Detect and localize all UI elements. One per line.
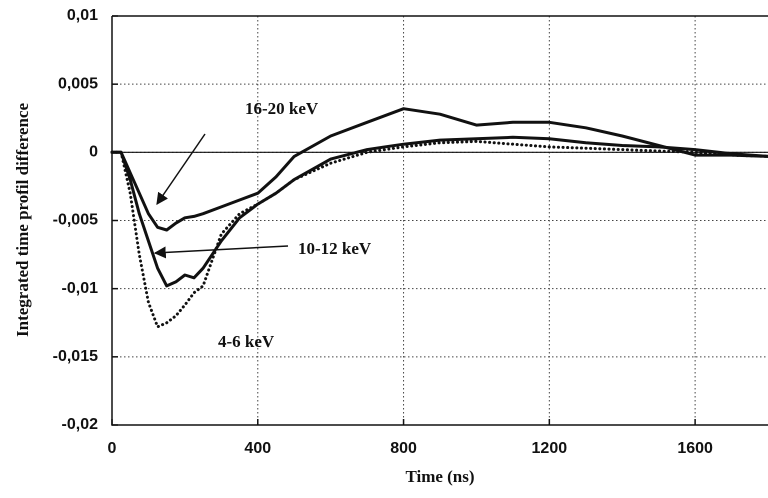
x-tick-label: 1600 bbox=[677, 440, 713, 457]
x-axis-label: Time (ns) bbox=[405, 467, 474, 486]
data-line bbox=[110, 107, 768, 232]
y-tick-label: -0,01 bbox=[62, 280, 99, 297]
x-tick-label: 400 bbox=[244, 440, 271, 457]
data-line bbox=[110, 139, 768, 329]
curve-arrow bbox=[153, 245, 289, 259]
y-tick-label: 0,01 bbox=[67, 7, 98, 24]
curve-label: 4-6 keV bbox=[218, 332, 275, 351]
x-tick-label: 800 bbox=[390, 440, 417, 457]
y-tick-label: -0,015 bbox=[53, 348, 98, 365]
x-tick-label: 0 bbox=[108, 440, 117, 457]
y-tick-label: 0,005 bbox=[58, 75, 98, 92]
y-axis-label: Integrated time profil difference bbox=[13, 103, 32, 337]
curve-label: 16-20 keV bbox=[245, 99, 319, 118]
y-tick-label: 0 bbox=[89, 144, 98, 161]
y-tick-label: -0,02 bbox=[62, 416, 99, 433]
curve-label: 10-12 keV bbox=[298, 239, 372, 258]
curve-arrow bbox=[156, 133, 206, 205]
x-tick-label: 1200 bbox=[532, 440, 568, 457]
y-tick-label: -0,005 bbox=[53, 212, 98, 229]
